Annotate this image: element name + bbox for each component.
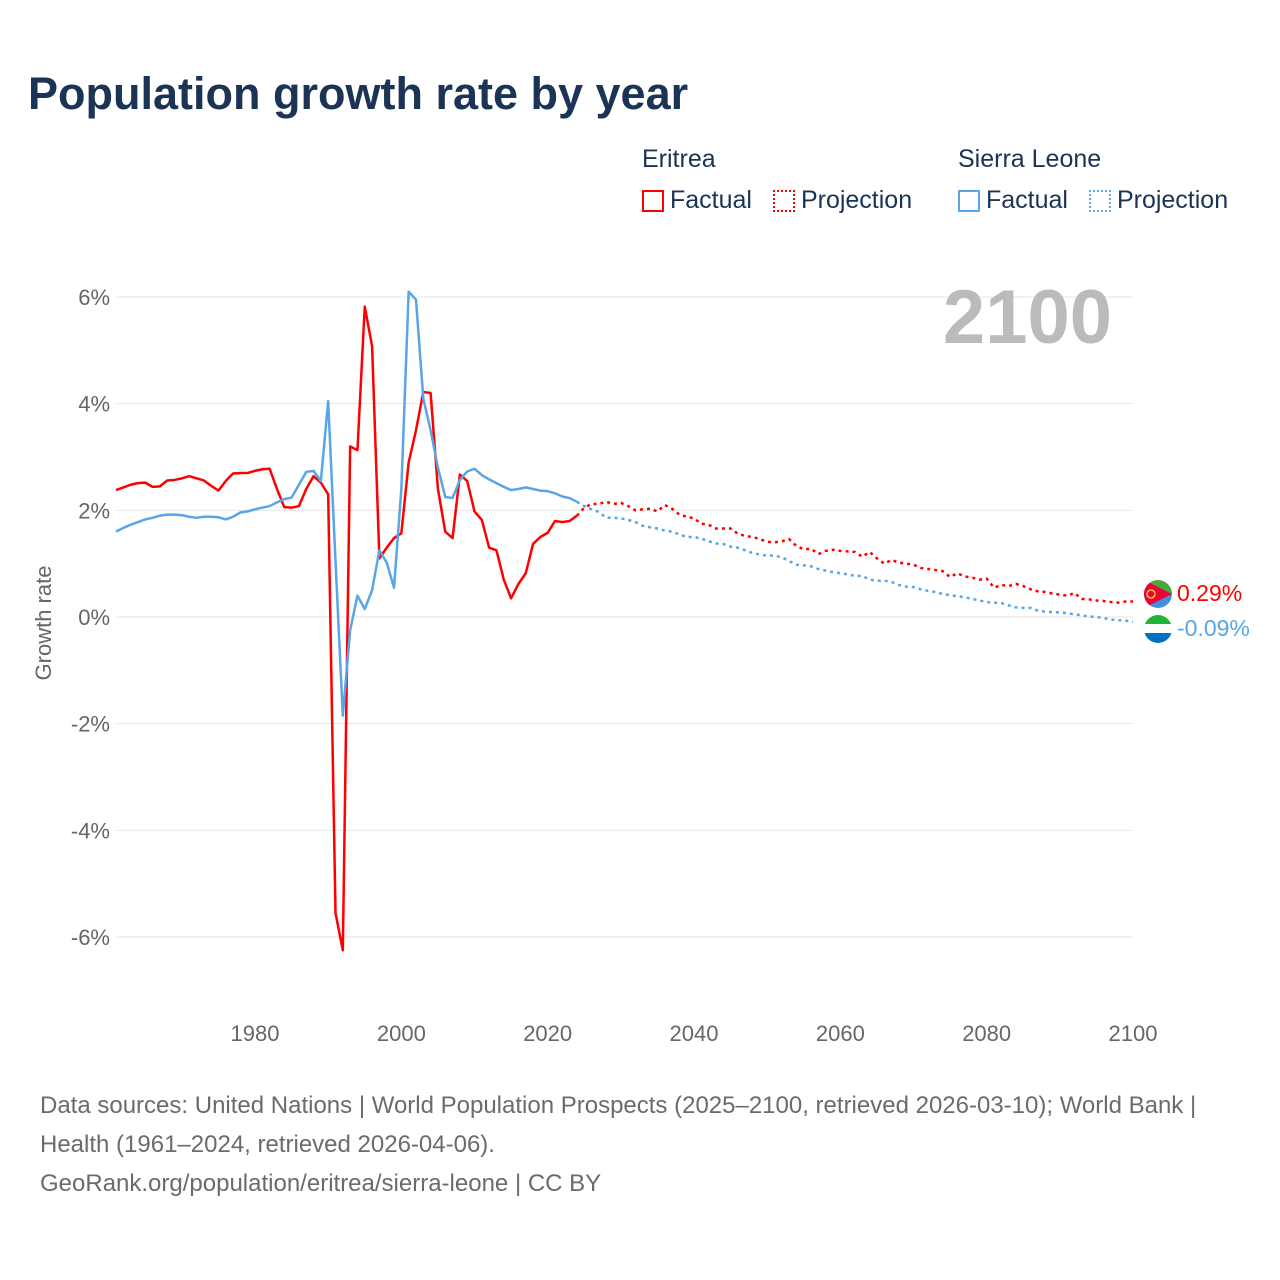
legend-label: Projection (800, 186, 913, 214)
legend-sierra-leone-projection[interactable]: Projection (1088, 186, 1229, 215)
x-tick-label: 2060 (816, 1021, 865, 1046)
credit-link[interactable]: GeoRank.org/population/eritrea/sierra-le… (40, 1170, 602, 1197)
solid-swatch-icon (642, 189, 664, 212)
line-sierra-leone-projection (576, 500, 1134, 624)
x-tick-label: 2040 (670, 1021, 719, 1046)
y-tick-label: 4% (78, 392, 110, 417)
y-tick-label: -6% (71, 925, 110, 950)
y-tick-label: 0% (78, 605, 110, 630)
legend-eritrea-projection[interactable]: Projection (772, 186, 913, 215)
dotted-swatch-icon (772, 189, 795, 212)
legend-sierra-leone-factual[interactable]: Factual (958, 186, 1068, 215)
sierra-leone-flag-icon (1144, 615, 1172, 643)
y-tick-label: 2% (78, 498, 110, 523)
legend-eritrea-factual[interactable]: Factual (642, 186, 752, 215)
y-tick-label: -4% (71, 818, 110, 843)
legend-sierra-leone: Sierra Leone Factual Projection (958, 145, 1228, 219)
eritrea-flag-icon (1144, 580, 1172, 608)
legend-group-name: Sierra Leone (958, 145, 1102, 173)
x-tick-label: 2100 (1109, 1021, 1158, 1046)
current-year-label: 2100 (942, 275, 1112, 360)
x-tick-label: 2000 (377, 1021, 426, 1046)
legend-label: Projection (1116, 186, 1229, 214)
x-tick-label: 2080 (962, 1021, 1011, 1046)
dotted-swatch-icon (1088, 189, 1111, 212)
footer: Data sources: United Nations | World Pop… (40, 1086, 1240, 1203)
y-tick-label: -2% (71, 712, 110, 737)
x-tick-label: 1980 (231, 1021, 280, 1046)
legend-label: Factual (670, 186, 752, 214)
legend-eritrea: Eritrea Factual Projection (642, 145, 926, 219)
data-sources: Data sources: United Nations | World Pop… (40, 1092, 1197, 1158)
line-sierra-leone-factual (115, 290, 578, 717)
end-value-label: 0.29% (1177, 580, 1242, 606)
line-eritrea-projection (576, 500, 1133, 604)
legend-label: Factual (986, 186, 1068, 214)
end-value-label: -0.09% (1177, 615, 1250, 641)
x-tick-label: 2020 (523, 1021, 572, 1046)
line-eritrea-factual (115, 305, 578, 952)
legend-group-name: Eritrea (642, 145, 716, 173)
y-tick-label: 6% (78, 285, 110, 310)
solid-swatch-icon (958, 189, 980, 212)
y-axis-label: Growth rate (31, 566, 56, 681)
page-title: Population growth rate by year (28, 68, 689, 119)
